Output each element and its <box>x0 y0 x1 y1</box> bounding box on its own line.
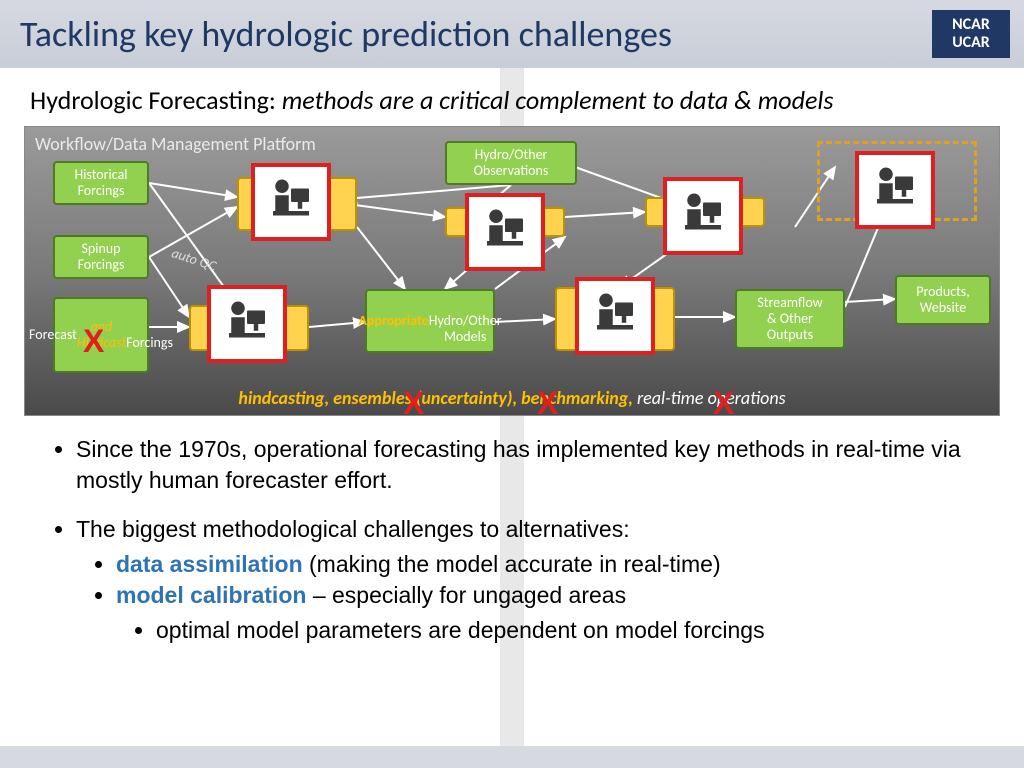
bottom-highlight: hindcasting, ensembles (uncertainty), be… <box>238 387 633 409</box>
node-streamflow: Streamflow & Other Outputs <box>735 289 845 349</box>
bottom-ops: real-time operations <box>633 387 786 409</box>
node-appropriate: AppropriateHydro/OtherModels <box>365 289 495 353</box>
footer-bar <box>0 746 1024 768</box>
subtitle-label: Hydrologic Forecasting: <box>30 84 276 116</box>
bullet-2: The biggest methodological challenges to… <box>76 514 974 646</box>
platform-label: Workflow/Data Management Platform <box>35 133 316 155</box>
red-x-icon: X <box>83 323 104 360</box>
bullet-2a-rest: (making the model accurate in real-time) <box>303 551 721 577</box>
bullet-2b: model calibration – especially for ungag… <box>116 580 974 646</box>
workflow-diagram: Workflow/Data Management Platform auto Q… <box>24 126 1000 416</box>
bullet-2b-bold: model calibration <box>116 582 306 608</box>
auto-qc-label: auto QC <box>169 244 218 274</box>
ncar-ucar-logo: NCAR UCAR <box>932 10 1010 58</box>
node-hydro_obs: Hydro/Other Observations <box>445 141 577 185</box>
bullet-2b-rest: – especially for ungaged areas <box>306 582 626 608</box>
forecaster-icon <box>663 177 743 255</box>
diagram-bottom-strip: hindcasting, ensembles (uncertainty), be… <box>25 387 999 409</box>
forecaster-icon <box>251 163 331 241</box>
subtitle-italic: methods are a critical complement to dat… <box>276 84 834 116</box>
forecaster-icon <box>207 285 287 363</box>
bullet-content: Since the 1970s, operational forecasting… <box>0 416 1024 646</box>
node-spinup: Spinup Forcings <box>53 235 149 279</box>
forecaster-icon <box>855 151 935 229</box>
bullet-1: Since the 1970s, operational forecasting… <box>76 434 974 496</box>
forecaster-icon <box>465 193 545 271</box>
logo-top: NCAR <box>952 16 990 34</box>
logo-bottom: UCAR <box>952 34 990 52</box>
forecaster-icon <box>575 277 655 355</box>
subtitle: Hydrologic Forecasting: methods are a cr… <box>0 68 1024 126</box>
node-products: Products, Website <box>895 275 991 325</box>
slide-header: Tackling key hydrologic prediction chall… <box>0 0 1024 68</box>
node-historical: Historical Forcings <box>53 161 149 205</box>
bullet-2-text: The biggest methodological challenges to… <box>76 516 630 542</box>
bullet-2a-bold: data assimilation <box>116 551 303 577</box>
slide-title: Tackling key hydrologic prediction chall… <box>20 12 1004 56</box>
bullet-2a: data assimilation (making the model accu… <box>116 549 974 580</box>
bullet-2b1: optimal model parameters are dependent o… <box>156 615 974 646</box>
